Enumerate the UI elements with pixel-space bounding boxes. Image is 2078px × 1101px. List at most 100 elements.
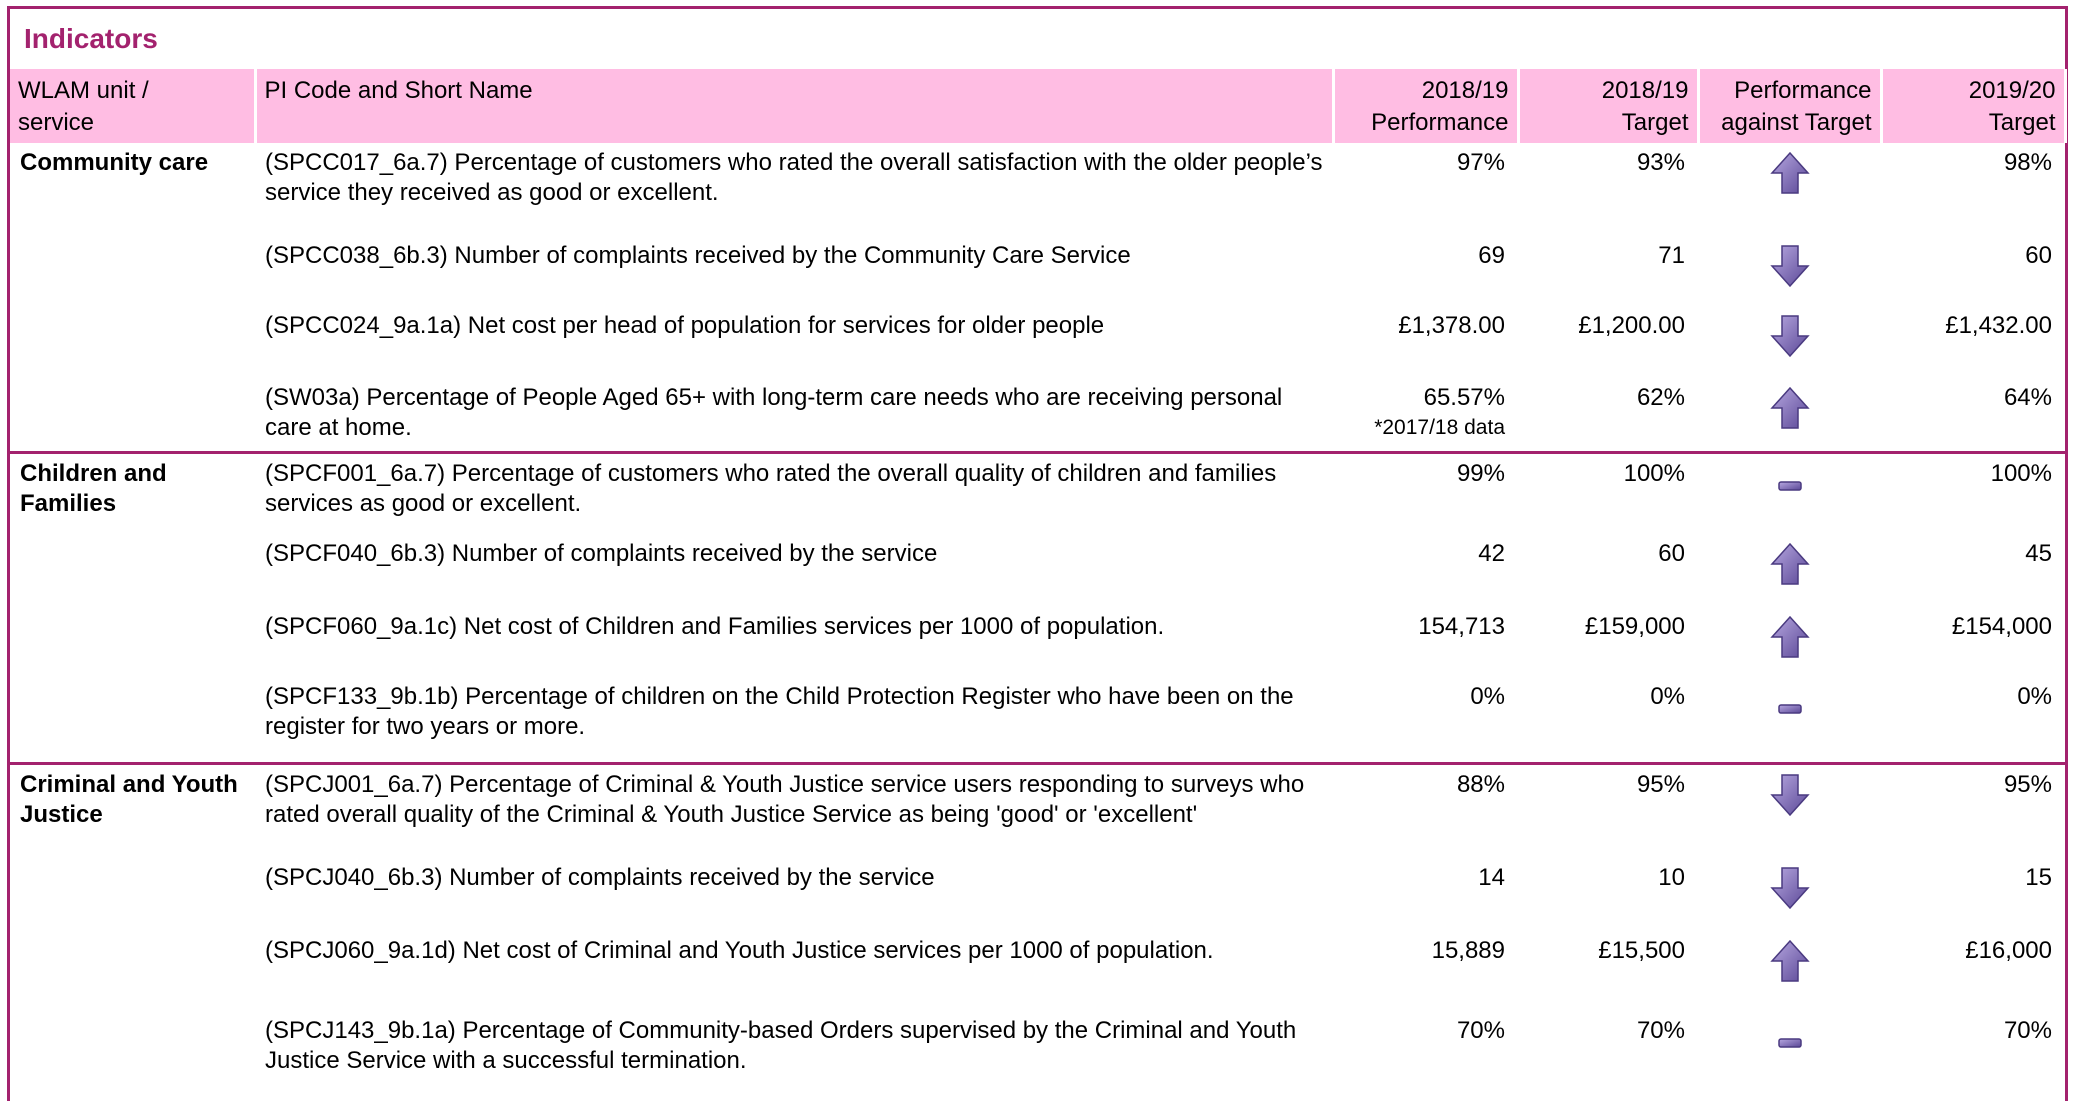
indicator-name: (SPCF040_6b.3) Number of complaints rece…: [265, 540, 938, 567]
indicator-name: (SPCF133_9b.1b) Percentage of children o…: [265, 683, 1294, 740]
status-cell: [1698, 677, 1881, 763]
performance: 15,889: [1431, 937, 1505, 964]
indicator-row: (SPCJ040_6b.3) Number of complaints rece…: [10, 858, 2065, 931]
performance-cell: 15,889: [1333, 931, 1518, 1011]
status-cell: [1698, 1011, 1881, 1098]
indicator-row: (SPCC038_6b.3) Number of complaints rece…: [10, 236, 2065, 306]
indicator-row: (SPCF040_6b.3) Number of complaints rece…: [10, 534, 2065, 607]
column-header: PI Code and Short Name: [255, 69, 1335, 143]
status-icon-up: [1770, 939, 1810, 983]
next-target: 95%: [1881, 761, 2065, 858]
next-target: £16,000: [1965, 937, 2052, 964]
target: 71: [1658, 242, 1685, 269]
performance-cell: 154,713: [1333, 607, 1518, 677]
next-target: 0%: [2017, 683, 2052, 710]
indicator-name: (SPCC017_6a.7) Percentage of customers w…: [265, 149, 1323, 206]
status-icon-up: [1770, 151, 1810, 195]
indicator-name: (SPCJ143_9b.1a) Percentage of Community-…: [265, 1017, 1297, 1074]
target: 93%: [1636, 149, 1685, 176]
performance-cell: 69: [1333, 236, 1518, 306]
indicators-table: WLAM unit / service PI Code and Short Nam…: [10, 69, 2067, 1098]
indicator-row: (SPCC024_9a.1a) Net cost per head of pop…: [10, 306, 2065, 378]
status-cell: [1698, 607, 1881, 677]
status-icon-level: [1770, 1019, 1810, 1063]
indicator-row: (SPCJ060_9a.1d) Net cost of Criminal and…: [10, 931, 2065, 1011]
performance-cell: 88%: [1333, 761, 1518, 858]
target: £159,000: [1584, 613, 1685, 640]
status-icon-up: [1770, 615, 1810, 659]
indicator-name: (SW03a) Percentage of People Aged 65+ wi…: [265, 384, 1283, 441]
next-target: 60: [2025, 242, 2052, 269]
performance-cell: 0%: [1333, 677, 1518, 763]
performance: 97%: [1456, 149, 1505, 176]
status-icon-down: [1770, 244, 1810, 288]
performance: 0%: [1470, 683, 1505, 710]
indicator-name: (SPCJ001_6a.7) Percentage of Criminal & …: [255, 761, 1333, 858]
next-target: 70%: [2003, 1017, 2052, 1044]
status-cell: [1698, 236, 1881, 306]
performance-cell: 70%: [1333, 1011, 1518, 1098]
next-target: 64%: [2003, 384, 2052, 411]
indicator-row: Children and Families (SPCF001_6a.7) Per…: [10, 450, 2065, 763]
next-target: 98%: [2003, 149, 2052, 176]
next-target: 45: [2025, 540, 2052, 567]
status-icon-up: [1770, 386, 1810, 430]
indicator-name: (SPCC024_9a.1a) Net cost per head of pop…: [265, 312, 1105, 339]
performance: 69: [1478, 242, 1505, 269]
header-row: WLAM unit / service PI Code and Short Nam…: [10, 69, 2067, 143]
status-icon-up: [1770, 542, 1810, 586]
status-icon-level: [1770, 462, 1810, 506]
target: 62%: [1636, 384, 1685, 411]
indicator-name: (SPCJ040_6b.3) Number of complaints rece…: [265, 864, 935, 891]
unit-name: Children and Families: [10, 450, 255, 763]
indicator-name: (SPCC038_6b.3) Number of complaints rece…: [265, 242, 1131, 269]
indicator-row: (SW03a) Percentage of People Aged 65+ wi…: [10, 378, 2065, 452]
status-icon-level: [1770, 685, 1810, 729]
next-target: 15: [2025, 864, 2052, 891]
indicator-name: (SPCF001_6a.7) Percentage of customers w…: [255, 450, 1333, 534]
performance: £1,378.00: [1398, 312, 1505, 339]
next-target: 100%: [1881, 450, 2065, 534]
performance: 88%: [1456, 770, 1505, 798]
performance: 70%: [1456, 1017, 1505, 1044]
performance-cell: £1,378.00: [1333, 306, 1518, 378]
status-cell: [1698, 931, 1881, 1011]
status-icon-down: [1770, 866, 1810, 910]
column-header: Performance against Target: [1698, 69, 1883, 143]
indicator-name: (SPCF060_9a.1c) Net cost of Children and…: [265, 613, 1165, 640]
target: 0%: [1650, 683, 1685, 710]
next-target: £154,000: [1951, 613, 2052, 640]
indicators-panel: Indicators WLAM unit / service PI Code an…: [7, 6, 2068, 1101]
indicator-row: (SPCF060_9a.1c) Net cost of Children and…: [10, 607, 2065, 677]
performance: 99%: [1456, 459, 1505, 487]
status-icon-down: [1770, 314, 1810, 358]
indicator-row: Community care (SPCC017_6a.7) Percentage…: [10, 143, 2065, 236]
performance: 65.57%: [1423, 384, 1505, 411]
unit-name: Criminal and Youth Justice: [10, 761, 255, 1098]
target: 60: [1658, 540, 1685, 567]
target: 95%: [1518, 761, 1698, 858]
performance: 14: [1478, 864, 1505, 891]
column-header: 2019/20 Target: [1881, 69, 2067, 143]
performance-cell: 97%: [1333, 143, 1518, 236]
status-cell: [1698, 306, 1881, 378]
panel-title: Indicators: [24, 23, 158, 54]
status-icon-down: [1770, 773, 1810, 817]
indicator-row: Criminal and Youth Justice (SPCJ001_6a.7)…: [10, 761, 2065, 1098]
indicator-row: (SPCJ143_9b.1a) Percentage of Community-…: [10, 1011, 2065, 1098]
performance-cell: 42: [1333, 534, 1518, 607]
performance-note: *2017/18 data: [1374, 416, 1505, 439]
status-cell: [1698, 858, 1881, 931]
target: 70%: [1636, 1017, 1685, 1044]
unit-name: Community care: [20, 149, 209, 176]
indicator-name: (SPCJ060_9a.1d) Net cost of Criminal and…: [265, 937, 1214, 964]
target: 100%: [1518, 450, 1698, 534]
target: £15,500: [1598, 937, 1685, 964]
target: £1,200.00: [1578, 312, 1685, 339]
target: 10: [1658, 864, 1685, 891]
status-cell: [1698, 143, 1881, 236]
column-header: 2018/19 Performance: [1333, 69, 1520, 143]
status-cell: [1698, 378, 1881, 452]
performance-cell: 65.57% *2017/18 data: [1333, 378, 1518, 452]
